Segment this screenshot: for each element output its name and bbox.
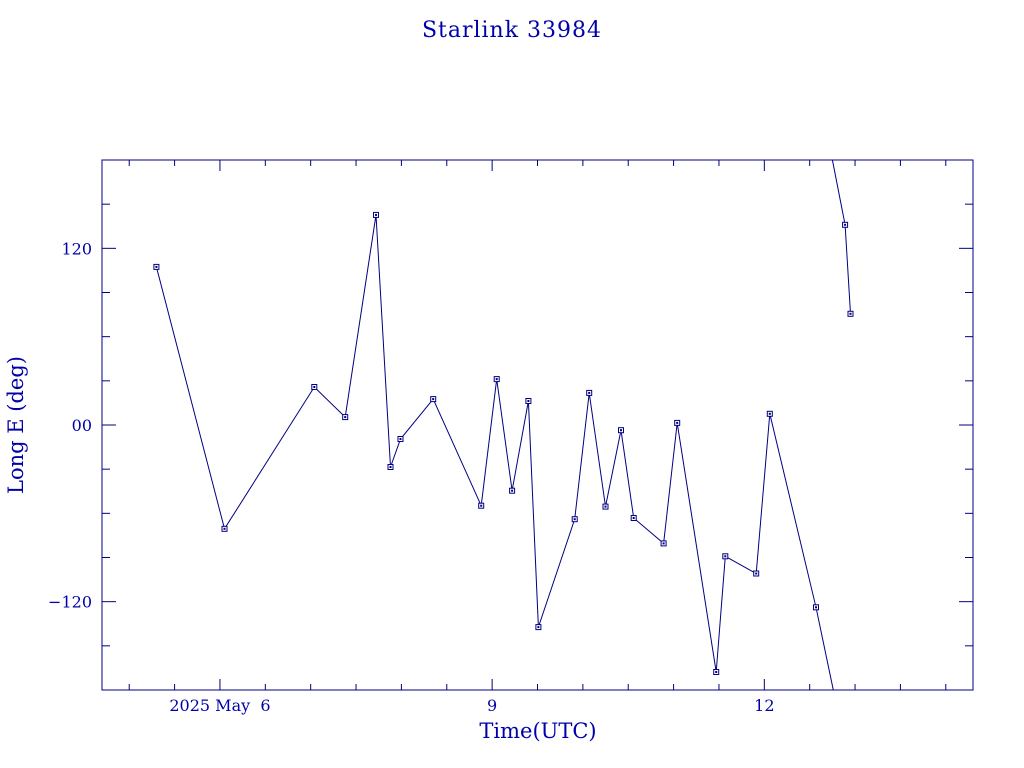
chart-title: Starlink 33984 <box>422 18 602 43</box>
data-point-core <box>849 312 852 315</box>
data-point-core <box>527 400 530 402</box>
data-point-core <box>676 421 679 424</box>
data-point-core <box>389 466 392 468</box>
data-point-core <box>495 378 498 381</box>
data-point-core <box>620 429 622 432</box>
x-tick-label: 9 <box>487 696 497 715</box>
y-axis-title: Long E (deg) <box>4 356 28 494</box>
data-point-core <box>399 438 402 440</box>
data-point-core <box>573 518 576 521</box>
data-point-core <box>155 265 158 268</box>
x-tick-label: 12 <box>754 696 774 715</box>
data-point-core <box>715 671 718 673</box>
data-point-core <box>480 504 483 507</box>
data-point-core <box>815 606 817 609</box>
data-point-core <box>537 626 540 629</box>
y-tick-label: 120 <box>61 239 92 258</box>
series-line <box>831 159 851 314</box>
data-point-core <box>632 517 635 519</box>
data-point-core <box>724 555 727 558</box>
x-axis-title: Time(UTC) <box>479 719 596 743</box>
series-layer <box>155 159 851 691</box>
data-point-core <box>588 391 591 394</box>
y-tick-label: 00 <box>72 416 92 435</box>
marker-layer <box>153 211 854 675</box>
data-point-core <box>755 572 758 575</box>
tick-labels: 2025 May 6 9 12 120 00 −120 <box>48 239 774 715</box>
data-point-core <box>223 527 226 530</box>
data-point-core <box>604 505 607 508</box>
y-tick-label: −120 <box>48 593 92 612</box>
data-point-core <box>344 416 347 419</box>
data-point-core <box>313 386 316 388</box>
tick-marks <box>102 160 973 690</box>
data-point-core <box>375 213 377 216</box>
data-point-core <box>432 398 435 401</box>
series-line <box>155 214 834 691</box>
data-point-core <box>844 223 847 226</box>
x-tick-label: 2025 May 6 <box>169 696 270 715</box>
data-point-core <box>662 542 665 545</box>
data-point-core <box>768 412 771 415</box>
data-point-core <box>511 489 514 492</box>
